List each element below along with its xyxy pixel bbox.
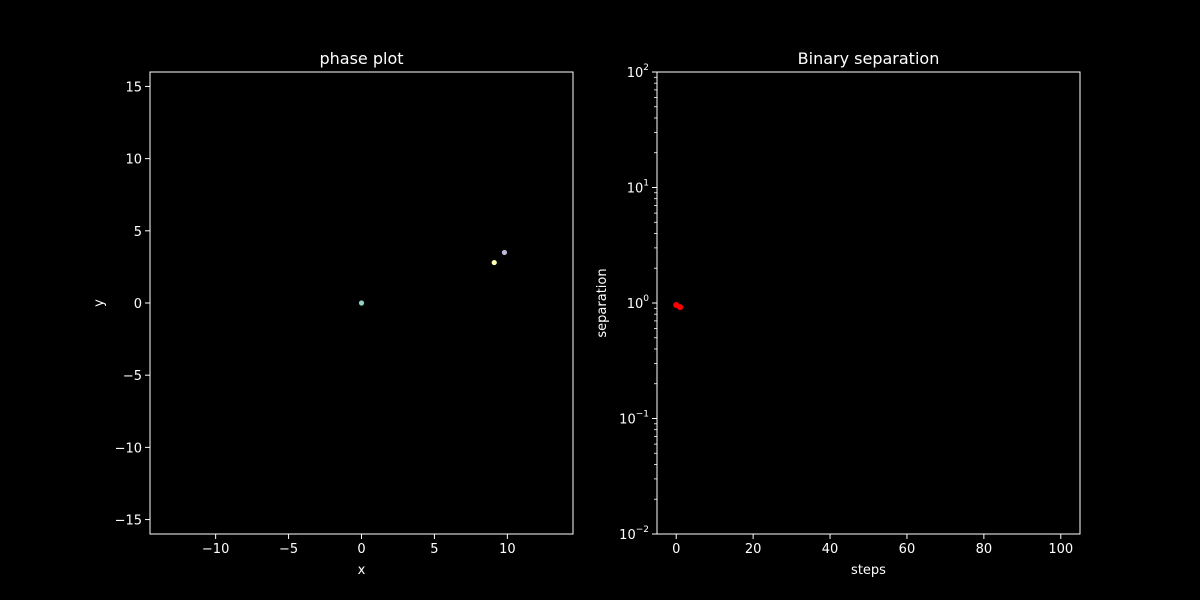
separation-y-tick-base: 10	[619, 413, 636, 428]
phase-plot-marks	[358, 249, 508, 306]
phase-plot-y-tick-label: 5	[134, 225, 142, 240]
separation-x-label: steps	[851, 563, 886, 578]
phase-plot-x-tick-label: −5	[279, 542, 298, 557]
phase-plot-y-tick-label: 10	[125, 153, 142, 168]
separation-point	[677, 304, 684, 311]
separation-y-tick-label: 102	[627, 63, 649, 81]
phase-plot-point	[358, 300, 365, 306]
separation-x-tick-label: 20	[745, 542, 762, 557]
separation-y-tick-exponent: 1	[643, 179, 649, 189]
phase-plot-x-tick-label: 5	[430, 542, 438, 557]
phase-plot-y-tick-label: −5	[123, 369, 142, 384]
phase-plot-panel: −10 −5 0 5 10 −15 −10 −5 0 5 10 15 phase plot x y	[92, 49, 574, 578]
separation-x-tick-label: 0	[672, 542, 680, 557]
phase-plot-x-tick-label: 10	[499, 542, 516, 557]
phase-plot-point	[501, 249, 508, 256]
phase-plot-point	[491, 259, 497, 266]
separation-background	[657, 72, 1080, 534]
phase-plot-y-tick-label: 0	[134, 297, 142, 312]
separation-y-tick-label: 101	[627, 179, 649, 197]
separation-x-tick-label: 100	[1048, 542, 1073, 557]
phase-plot-y-tick-label: −15	[115, 514, 142, 529]
separation-y-tick-base: 10	[619, 528, 636, 543]
separation-x-tick-label: 80	[976, 542, 993, 557]
phase-plot-x-label: x	[358, 563, 366, 578]
separation-y-tick-exponent: −2	[636, 525, 649, 535]
separation-y-tick-label: 10−1	[619, 410, 649, 428]
phase-plot-title: phase plot	[319, 49, 403, 68]
phase-plot-x-tick-label: 0	[357, 542, 365, 557]
phase-plot-x-tick-label: −10	[202, 542, 229, 557]
separation-y-tick-exponent: 2	[643, 63, 649, 73]
separation-y-label: separation	[595, 268, 610, 337]
separation-y-tick-base: 10	[627, 182, 644, 197]
separation-marks	[673, 302, 684, 311]
separation-x-tick-label: 60	[899, 542, 916, 557]
separation-y-tick-exponent: −1	[636, 410, 649, 420]
phase-plot-y-tick-label: −10	[115, 441, 142, 456]
separation-y-tick-label: 10−2	[619, 525, 649, 543]
phase-plot-ticks: −10 −5 0 5 10 −15 −10 −5 0 5 10 15	[115, 80, 516, 557]
separation-y-tick-base: 10	[627, 66, 644, 81]
phase-plot-y-label: y	[92, 299, 107, 307]
separation-x-tick-label: 40	[822, 542, 839, 557]
separation-y-tick-base: 10	[627, 297, 644, 312]
phase-plot-y-tick-label: 15	[125, 80, 142, 95]
separation-title: Binary separation	[798, 49, 940, 68]
separation-y-tick-exponent: 0	[643, 294, 649, 304]
separation-y-tick-label: 100	[627, 294, 650, 312]
